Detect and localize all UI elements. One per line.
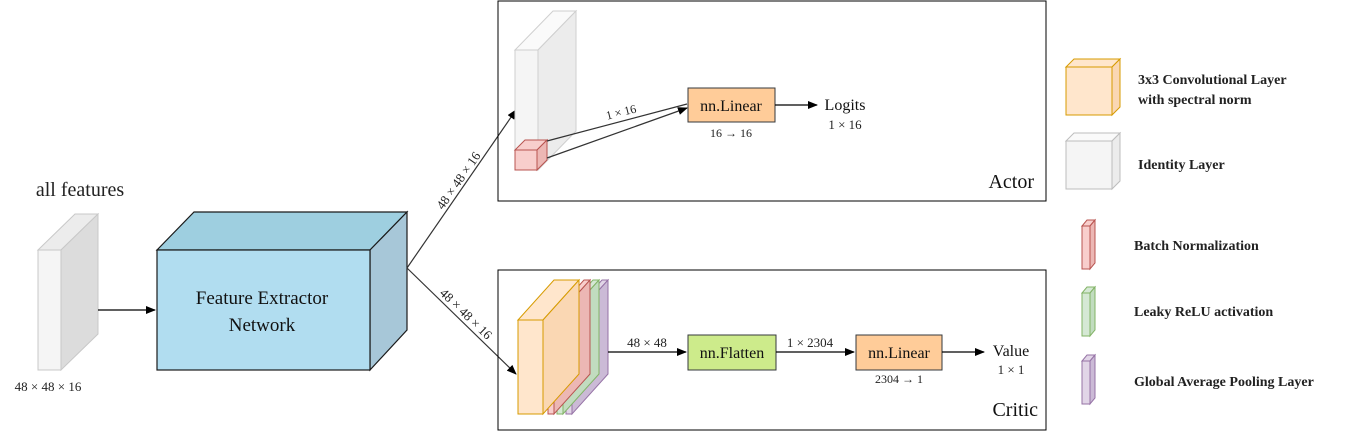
- critic-layer-stack: [516, 278, 610, 416]
- legend-leakyrelu-swatch: [1080, 285, 1097, 338]
- legend-gap-label: Global Average Pooling Layer: [1134, 375, 1314, 390]
- legend-identity-label: Identity Layer: [1138, 158, 1225, 173]
- critic-panel: [497, 269, 1047, 431]
- extractor-label-line1: Feature Extractor: [196, 288, 329, 309]
- extractor-to-actor-arrow: [406, 109, 517, 269]
- actor-flow-label: 1 × 16: [604, 102, 637, 123]
- input-dims: 48 × 48 × 16: [15, 379, 82, 394]
- legend-batchnorm-label: Batch Normalization: [1134, 239, 1259, 254]
- legend-conv-swatch: [1064, 57, 1122, 117]
- actor-flow-line-1: [546, 103, 688, 142]
- actor-batchnorm-cube: [513, 138, 549, 172]
- critic-title: Critic: [992, 399, 1038, 421]
- critic-flatten-out-label: 1 × 2304: [787, 335, 834, 350]
- critic-linear-label: nn.Linear: [868, 345, 930, 362]
- critic-linear-dims: 2304 → 1: [875, 372, 923, 386]
- actor-flow-line-2: [546, 107, 688, 159]
- actor-output-label: Logits: [825, 97, 866, 114]
- legend-gap-swatch: [1080, 353, 1097, 406]
- legend-identity-swatch: [1064, 131, 1122, 191]
- actor-linear-dims: 16 → 16: [710, 126, 752, 140]
- legend-leakyrelu-label: Leaky ReLU activation: [1134, 305, 1273, 320]
- input-feature-block: [36, 212, 100, 372]
- actor-title: Actor: [988, 171, 1034, 193]
- legend: 3x3 Convolutional Layer with spectral no…: [1064, 57, 1314, 406]
- input-title: all features: [36, 179, 124, 201]
- edge-label-actor: 48 × 48 × 16: [433, 148, 484, 212]
- critic-flatten-label: nn.Flatten: [700, 345, 764, 362]
- critic-linear-box: [855, 334, 943, 371]
- actor-linear-label: nn.Linear: [700, 98, 762, 115]
- legend-conv-line2: with spectral norm: [1138, 93, 1252, 108]
- critic-conv-layer: [516, 278, 581, 416]
- critic-flatten-box: [687, 334, 777, 371]
- extractor-to-critic-arrow: [406, 267, 517, 375]
- extractor-label-line2: Network: [229, 315, 296, 336]
- critic-output-dims: 1 × 1: [998, 362, 1025, 377]
- legend-batchnorm-swatch: [1080, 218, 1097, 271]
- actor-output-dims: 1 × 16: [828, 117, 862, 132]
- critic-stack-label: 48 × 48: [627, 335, 667, 350]
- feature-extractor-block: [155, 210, 409, 372]
- critic-output-label: Value: [993, 343, 1029, 360]
- actor-panel: [497, 0, 1047, 202]
- legend-conv-line1: 3x3 Convolutional Layer: [1138, 73, 1287, 88]
- edge-label-critic: 48 × 48 × 16: [437, 285, 496, 342]
